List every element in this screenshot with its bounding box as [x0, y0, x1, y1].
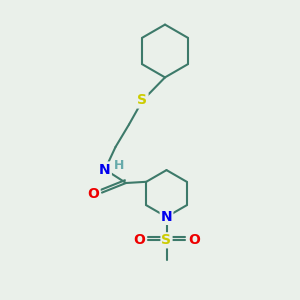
Text: O: O — [133, 233, 145, 247]
Text: H: H — [114, 159, 124, 172]
Text: S: S — [161, 233, 172, 247]
Text: O: O — [88, 187, 100, 201]
Text: N: N — [99, 163, 111, 176]
Text: O: O — [188, 233, 200, 247]
Text: S: S — [137, 94, 148, 107]
Text: N: N — [161, 210, 172, 224]
